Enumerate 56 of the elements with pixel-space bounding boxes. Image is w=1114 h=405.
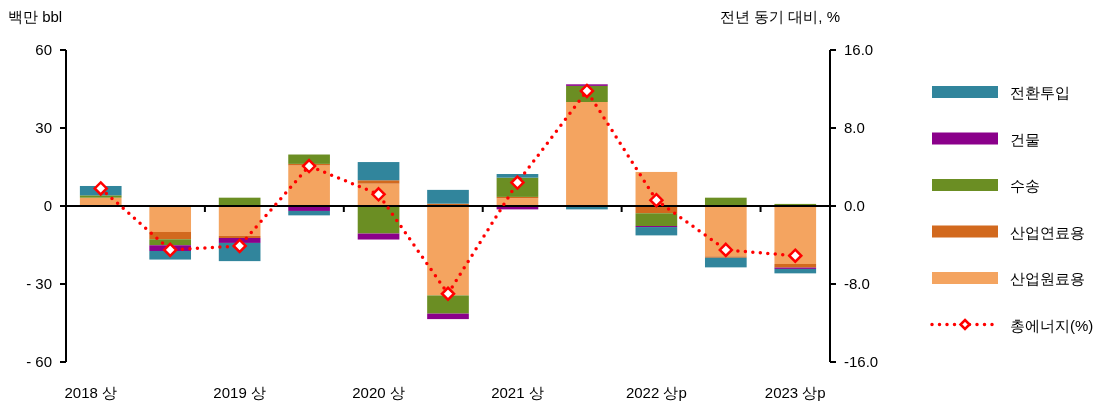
y-tick-label: - 60 — [26, 353, 52, 370]
legend-label: 총에너지(%) — [1010, 316, 1094, 334]
point — [440, 286, 456, 301]
x-tick-label: 2023 상p — [764, 384, 826, 401]
bar — [149, 232, 192, 240]
y2-tick-label: 0.0 — [844, 197, 865, 214]
x-tick-label: 2020 상 — [352, 384, 405, 401]
bar — [357, 233, 400, 240]
point — [162, 242, 178, 258]
bar — [427, 313, 469, 320]
y2-tick-label: -8.0 — [844, 275, 870, 292]
bar — [357, 162, 400, 181]
y-tick-label: 30 — [35, 119, 52, 136]
bar — [79, 195, 122, 198]
bar — [357, 180, 400, 184]
bar — [427, 189, 469, 204]
legend-label: 산업연료용 — [1010, 223, 1085, 241]
bar — [635, 213, 678, 227]
bar — [149, 239, 192, 246]
bar — [704, 257, 747, 268]
bar — [427, 206, 469, 296]
y2-tick-label: 8.0 — [844, 119, 865, 136]
x-tick-label: 2018 상 — [64, 384, 117, 401]
legend-label: 건물 — [1010, 130, 1040, 148]
y2-tick-label: 16.0 — [844, 41, 874, 58]
bar — [357, 206, 400, 234]
bar — [496, 174, 539, 178]
bar — [704, 206, 747, 257]
point — [788, 248, 803, 263]
point — [93, 181, 108, 196]
bar — [288, 210, 330, 216]
bar — [774, 206, 817, 264]
bar — [566, 102, 608, 206]
x-tick-label: 2019 상 — [213, 384, 266, 401]
y-tick-label: 60 — [35, 41, 52, 58]
bar — [774, 268, 817, 274]
bar — [427, 295, 469, 314]
bar — [149, 206, 192, 232]
y2-axis-title: 전년 동기 대비, % — [719, 8, 840, 25]
x-tick-label: 2021 상 — [491, 384, 544, 401]
legend-label: 전환투입 — [1010, 84, 1070, 101]
bar — [218, 206, 261, 236]
y-axis-title: 백만 bbl — [8, 8, 63, 25]
y-tick-label: - 30 — [26, 275, 52, 292]
legend-label: 산업원료용 — [1010, 270, 1085, 287]
y-tick-label: 0 — [43, 197, 52, 214]
bar — [774, 263, 817, 268]
x-tick-label: 2022 상p — [625, 384, 687, 401]
point — [718, 242, 734, 258]
bar — [635, 227, 678, 236]
bar — [288, 165, 330, 206]
bar — [218, 235, 261, 238]
legend-label: 수송 — [1010, 177, 1040, 194]
point — [301, 158, 317, 174]
point — [649, 192, 664, 208]
y2-tick-label: -16.0 — [844, 353, 879, 370]
